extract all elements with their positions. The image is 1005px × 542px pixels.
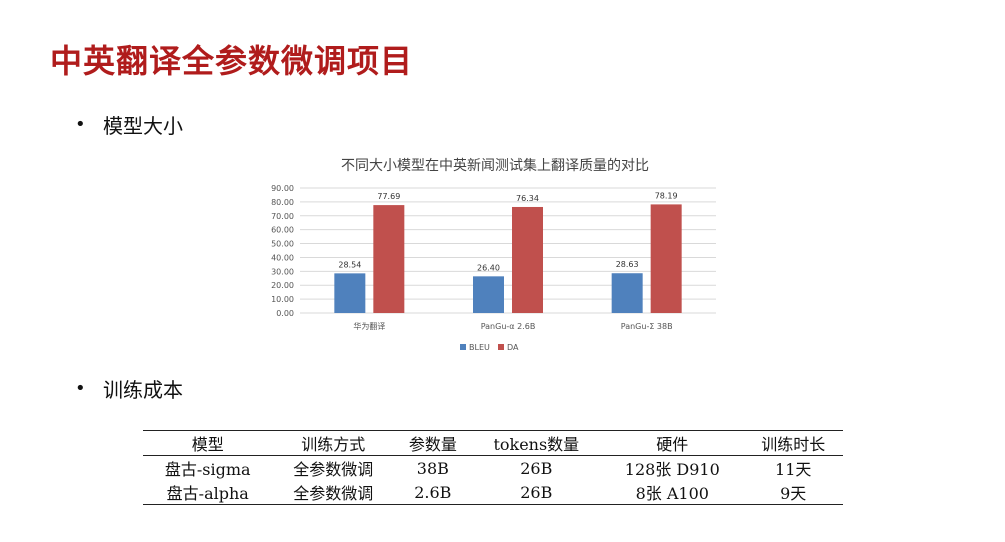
- table-header-cell: tokens数量: [471, 430, 602, 456]
- table-cell: 盘古-alpha: [143, 480, 273, 505]
- table-row: 盘古-alpha 全参数微调 2.6B 26B 8张 A100 9天: [143, 480, 843, 505]
- bullet-model-size: • 模型大小: [75, 110, 183, 139]
- bar-chart: 不同大小模型在中英新闻测试集上翻译质量的对比 0.00 10.00 20.00 30.0…: [250, 150, 730, 365]
- y-tick-label: 70.00: [271, 212, 294, 221]
- table-cell: 8张 A100: [601, 480, 744, 505]
- training-cost-table: 模型 训练方式 参数量 tokens数量 硬件 训练时长 盘古-sigma 全参…: [143, 430, 843, 505]
- data-label: 28.63: [616, 260, 639, 269]
- bullet-training-cost: • 训练成本: [75, 374, 183, 403]
- table-cell: 9天: [743, 480, 843, 505]
- chart-title: 不同大小模型在中英新闻测试集上翻译质量的对比: [341, 157, 649, 174]
- bar-da: [512, 206, 543, 313]
- y-tick-label: 0.00: [276, 309, 294, 318]
- table-cell: 26B: [471, 480, 602, 505]
- data-label: 26.40: [477, 263, 500, 272]
- legend-swatch: [498, 344, 504, 350]
- bar-bleu: [334, 273, 366, 313]
- table-header-cell: 训练时长: [743, 430, 843, 456]
- bar-da: [373, 205, 405, 313]
- table-header-cell: 硬件: [601, 430, 744, 456]
- chart-svg: 不同大小模型在中英新闻测试集上翻译质量的对比 0.00 10.00 20.00 30.0…: [271, 157, 716, 352]
- table-header-cell: 参数量: [394, 430, 472, 456]
- bullet-label: 训练成本: [103, 378, 183, 402]
- data-label: 76.34: [516, 194, 539, 203]
- table-cell: 11天: [775, 460, 812, 479]
- table-cell: 全参数微调: [293, 460, 374, 479]
- table-cell: 2.6B: [394, 480, 472, 505]
- bar-da: [650, 204, 682, 313]
- y-tick-label: 60.00: [271, 226, 294, 235]
- table-cell: 盘古-sigma: [164, 460, 251, 479]
- table-header-row: 模型 训练方式 参数量 tokens数量 硬件 训练时长: [143, 430, 843, 456]
- data-label: 78.19: [655, 191, 678, 200]
- y-tick-label: 30.00: [271, 267, 294, 276]
- x-tick-label: 华为翻译: [353, 321, 385, 331]
- legend-label: DA: [507, 343, 519, 352]
- slide-title: 中英翻译全参数微调项目: [50, 42, 414, 80]
- table-header-cell: 训练方式: [272, 430, 395, 456]
- legend-swatch: [460, 344, 466, 350]
- y-tick-label: 10.00: [271, 295, 294, 304]
- bullet-dot: •: [75, 378, 86, 399]
- table-row: 盘古-sigma 全参数微调 38B 26B 128张 D910 11天: [143, 456, 843, 481]
- bullet-label: 模型大小: [103, 114, 183, 138]
- table-header-cell: 模型: [143, 430, 273, 456]
- y-tick-label: 50.00: [271, 240, 294, 249]
- y-tick-label: 80.00: [271, 198, 294, 207]
- y-tick-label: 40.00: [271, 253, 294, 262]
- table-cell: 128张 D910: [624, 460, 720, 479]
- x-tick-label: PanGu-α 2.6B: [481, 322, 536, 331]
- bar-bleu: [611, 273, 643, 313]
- table-cell: 38B: [416, 458, 449, 478]
- table-cell: 26B: [520, 458, 553, 478]
- table-cell: 全参数微调: [272, 480, 395, 505]
- data-label: 28.54: [338, 260, 361, 269]
- y-tick-label: 90.00: [271, 184, 294, 193]
- data-label: 77.69: [377, 192, 400, 201]
- legend-label: BLEU: [469, 343, 490, 352]
- y-tick-label: 20.00: [271, 281, 294, 290]
- bar-bleu: [473, 276, 504, 313]
- bullet-dot: •: [75, 114, 86, 135]
- x-tick-label: PanGu-Σ 38B: [621, 322, 673, 331]
